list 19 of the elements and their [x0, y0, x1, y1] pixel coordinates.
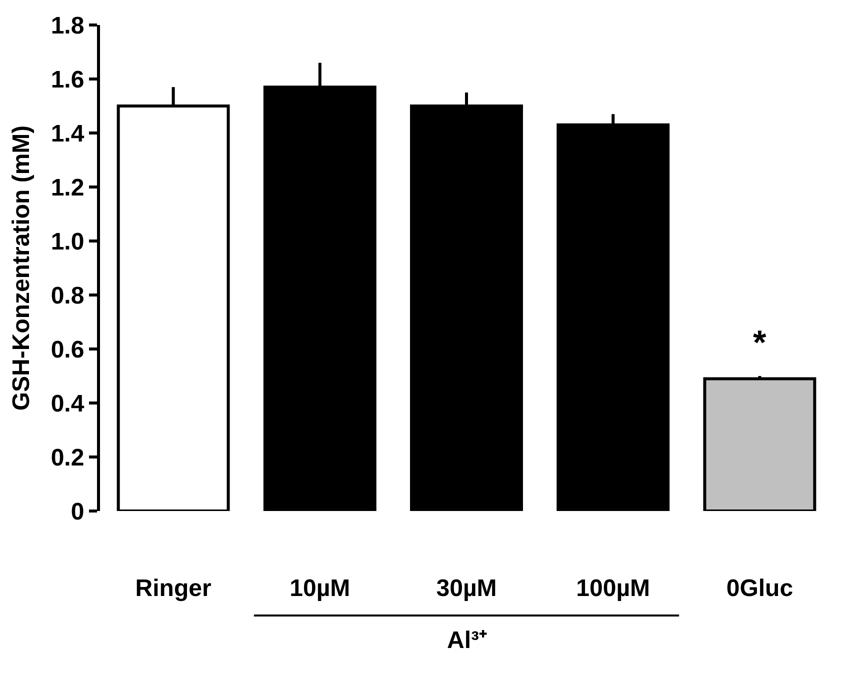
x-tick-label: 30µM [436, 575, 497, 602]
y-tick-label: 1.6 [50, 66, 84, 94]
bar [703, 377, 816, 511]
y-tick-label: 1.2 [50, 174, 84, 202]
x-tick-label: 0Gluc [726, 575, 794, 602]
y-tick-label: 1.4 [50, 120, 85, 148]
y-tick-label: 0.2 [50, 444, 84, 472]
y-tick-label: 0.8 [50, 282, 84, 310]
y-tick-label: 0.4 [50, 390, 85, 418]
y-tick-label: 1.8 [50, 12, 84, 40]
x-tick-label: 10µM [290, 575, 350, 602]
y-tick-label: 1.0 [50, 228, 84, 256]
annotation: * [753, 324, 767, 362]
y-tick-label: 0.6 [50, 336, 84, 364]
x-tick-label: 100µM [576, 575, 650, 602]
y-tick-label: 0 [70, 498, 84, 526]
y-axis-title: GSH-Konzentration (mM) [8, 125, 35, 411]
text: Al³⁺ [447, 627, 487, 654]
x-tick-label: Ringer [135, 575, 212, 602]
